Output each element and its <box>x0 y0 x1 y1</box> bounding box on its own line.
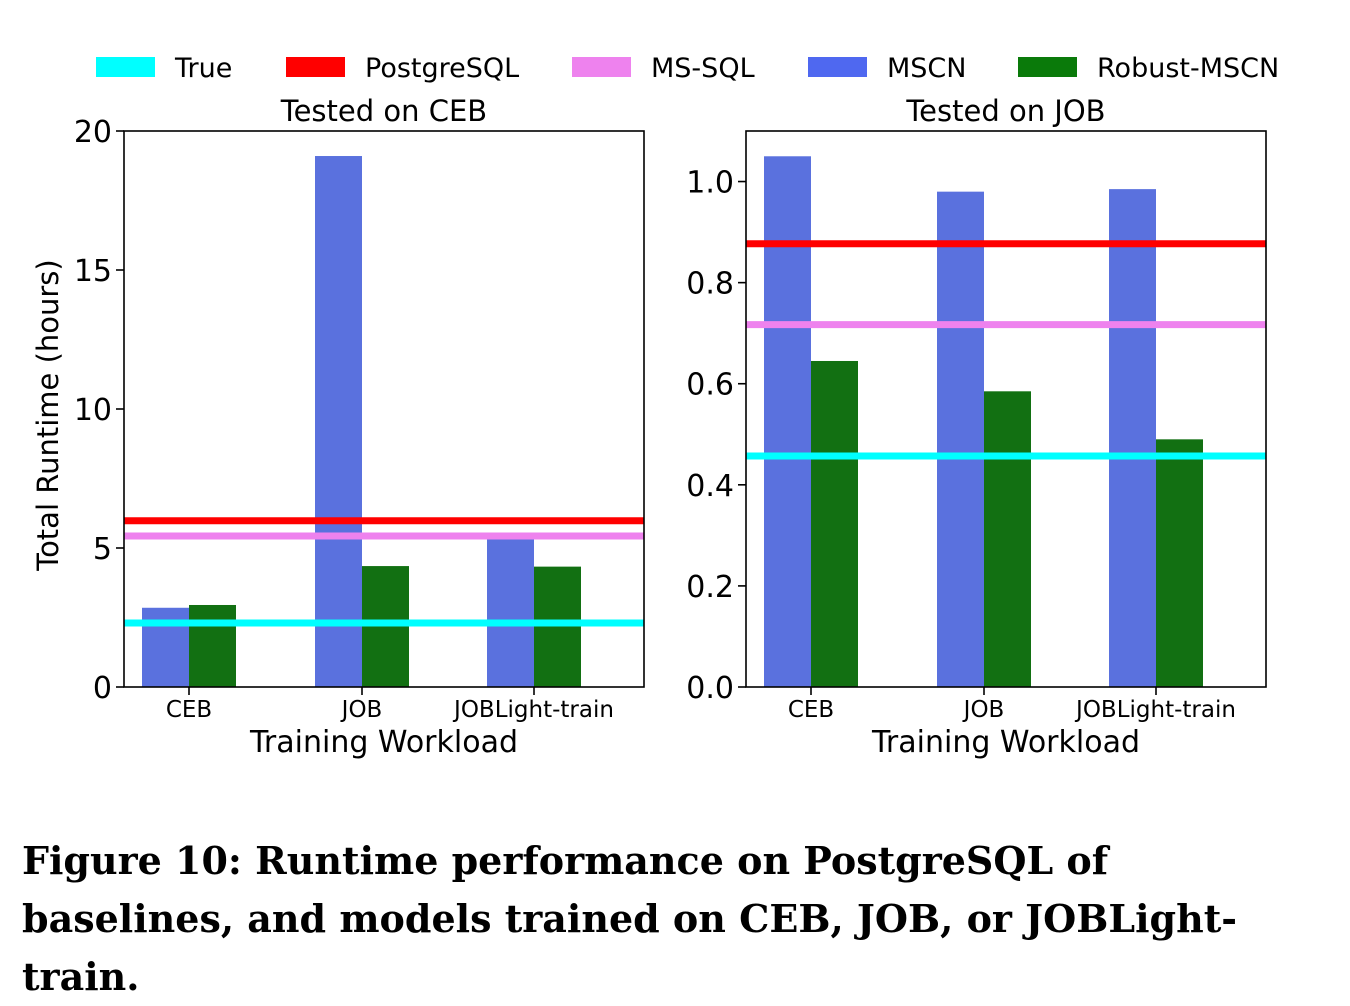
x-tick-label-job: JOB <box>340 697 383 723</box>
y-tick-label: 1.0 <box>686 166 734 201</box>
x-tick-label-job: JOB <box>962 697 1005 723</box>
x-tick-label-joblight-train: JOBLight-train <box>1074 697 1236 723</box>
chart-title: Tested on JOB <box>905 94 1105 128</box>
y-tick-label: 0 <box>93 671 112 706</box>
y-axis-label: Total Runtime (hours) <box>31 259 65 571</box>
bar-robust-mscn-joblight-train <box>1156 439 1203 687</box>
figure: True PostgreSQL MS-SQL MSCN Robust-MSCN Test… <box>31 53 1279 760</box>
y-tick-label: 0.6 <box>686 368 734 403</box>
y-tick-label: 10 <box>74 393 112 428</box>
chart-panel-job: Tested on JOB 0.0 0.2 0.4 0.6 0.8 1.0 CEB JOB JOB… <box>686 94 1267 760</box>
y-tick-label: 5 <box>93 532 112 567</box>
legend-swatch-postgresql <box>286 57 345 77</box>
x-tick-label-ceb: CEB <box>166 697 212 723</box>
legend-label-mscn: MSCN <box>887 53 966 84</box>
x-axis-label: Training Workload <box>249 725 518 760</box>
legend-swatch-robust-mscn <box>1018 57 1077 77</box>
legend-swatch-ms-sql <box>572 57 631 77</box>
y-tick-label: 0.4 <box>686 469 734 504</box>
legend-label-true: True <box>174 53 232 84</box>
figure-caption: Figure 10: Runtime performance on Postgr… <box>22 838 1238 999</box>
legend-swatch-true <box>96 57 155 77</box>
y-tick-label: 0.8 <box>686 267 734 302</box>
legend-label-ms-sql: MS-SQL <box>651 53 755 84</box>
y-tick-label: 0.2 <box>686 570 734 605</box>
legend-swatch-mscn <box>808 57 867 77</box>
y-tick-label: 20 <box>74 115 112 150</box>
x-tick-label-ceb: CEB <box>788 697 834 723</box>
y-tick-label: 0.0 <box>686 671 734 706</box>
x-tick-label-joblight-train: JOBLight-train <box>452 697 614 723</box>
bar-robust-mscn-ceb <box>189 604 236 687</box>
bar-mscn-joblight-train <box>487 534 534 687</box>
bar-robust-mscn-job <box>984 391 1031 687</box>
bar-robust-mscn-joblight-train <box>534 566 581 687</box>
plot-frame <box>745 130 1267 688</box>
chart-title: Tested on CEB <box>280 94 487 128</box>
legend-label-postgresql: PostgreSQL <box>365 53 519 84</box>
legend: True PostgreSQL MS-SQL MSCN Robust-MSCN <box>96 53 1279 84</box>
bar-mscn-ceb <box>764 156 811 688</box>
legend-label-robust-mscn: Robust-MSCN <box>1097 53 1279 84</box>
x-axis-label: Training Workload <box>871 725 1140 760</box>
bar-mscn-joblight-train <box>1109 189 1156 688</box>
chart-panel-ceb: Tested on CEB 0 5 10 15 20 CEB JOB JOBLight-trai… <box>31 94 645 760</box>
bar-mscn-job <box>937 191 984 687</box>
y-tick-label: 15 <box>74 254 112 289</box>
bar-robust-mscn-ceb <box>811 360 858 687</box>
bar-mscn-job <box>315 156 362 687</box>
